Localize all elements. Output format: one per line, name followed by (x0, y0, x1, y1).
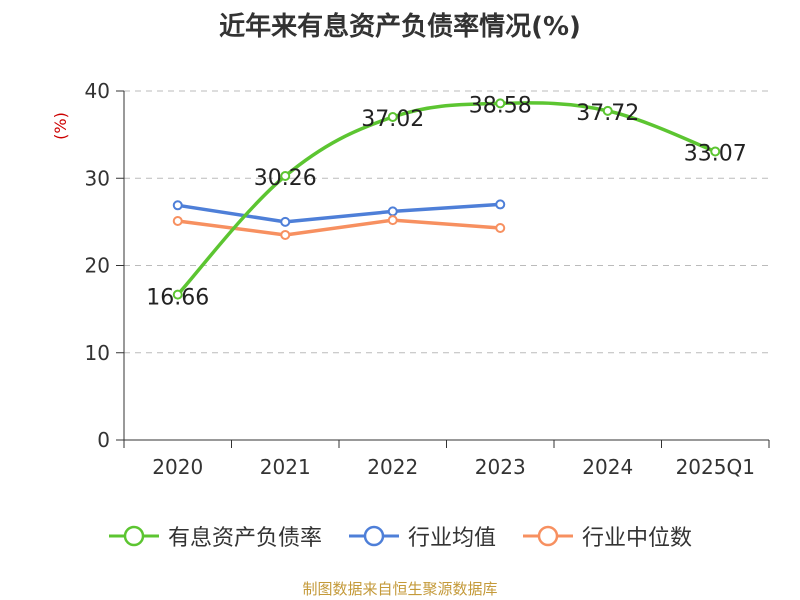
chart-title: 近年来有息资产负债率情况(%) (219, 12, 581, 42)
y-tick-label: 20 (85, 254, 110, 278)
legend-item: 行业中位数 (522, 520, 692, 552)
legend-item: 有息资产负债率 (108, 520, 322, 552)
data-point (495, 222, 506, 233)
data-point (602, 105, 613, 116)
data-point (495, 199, 506, 210)
legend-label: 有息资产负债率 (167, 526, 322, 551)
y-axis-label: (%) (51, 112, 70, 140)
data-label: 16.66 (146, 286, 209, 311)
data-labels: 16.66 30.26 37.02 38.58 37.72 33.07 (146, 93, 746, 310)
data-label: 33.07 (684, 141, 747, 166)
legend-line-icon (108, 525, 159, 547)
data-label: 37.72 (576, 101, 639, 126)
y-tick-label: 40 (85, 79, 110, 103)
legend-line-icon (348, 525, 399, 547)
y-tick-label: 0 (97, 428, 110, 452)
x-tick-label: 2021 (260, 455, 311, 479)
legend-line-icon (523, 525, 573, 547)
data-point (280, 216, 291, 227)
data-point (710, 146, 721, 157)
x-tick-label: 2025Q1 (676, 455, 755, 479)
x-tick-label: 2024 (582, 455, 633, 479)
x-tick-label: 2022 (367, 455, 418, 479)
source-note: 制图数据来自恒生聚源数据库 (302, 580, 498, 598)
x-tick-label: 2020 (152, 455, 203, 479)
data-point (280, 229, 291, 240)
x-tick-label: 2023 (475, 455, 526, 479)
data-point (387, 206, 398, 217)
data-point (387, 215, 398, 226)
data-label: 38.58 (469, 93, 532, 118)
y-tick-label: 30 (85, 166, 110, 190)
series-line (176, 101, 717, 297)
legend-marker-circle (537, 525, 559, 547)
legend-label: 行业均值 (407, 526, 496, 551)
legend-marker-circle (363, 525, 385, 547)
legend-marker-circle (123, 525, 145, 547)
data-point (172, 216, 183, 227)
series-line (176, 218, 502, 237)
data-label: 30.26 (254, 166, 317, 191)
data-point (280, 170, 291, 181)
data-point (387, 112, 398, 123)
data-point (495, 98, 506, 109)
data-point (172, 289, 183, 300)
series-lines (172, 98, 721, 300)
legend: 有息资产负债率 行业均值 行业中位数 (0, 520, 800, 552)
data-label: 37.02 (361, 107, 424, 132)
series-line (176, 202, 502, 224)
data-point (172, 200, 183, 211)
y-tick-label: 10 (85, 341, 110, 365)
legend-label: 行业中位数 (582, 526, 693, 551)
legend-item: 行业均值 (348, 520, 496, 552)
axes: 0 10 20 30 40 2020 2021 2022 2023 2024 2025Q1 (85, 79, 770, 479)
gridlines (124, 90, 769, 354)
